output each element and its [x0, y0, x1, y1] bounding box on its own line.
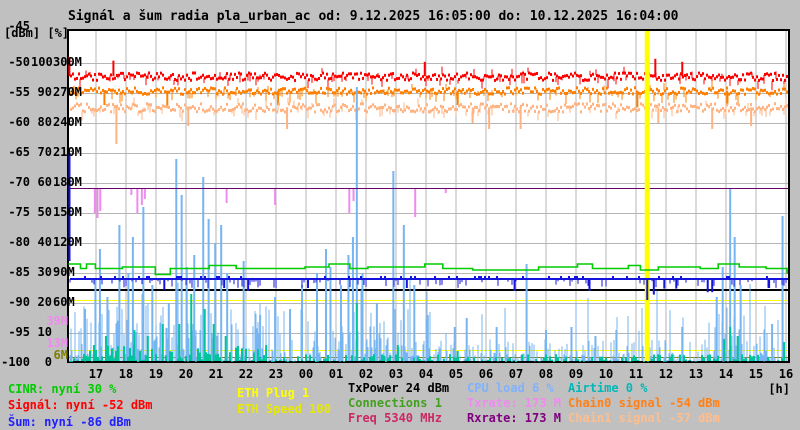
axis-label-pct: 70 — [37, 145, 52, 159]
x-axis-hour-label: 20 — [178, 367, 194, 381]
axis-label-dbm: -60 — [8, 115, 30, 129]
legend-cpu: CPU load 6 % — [467, 381, 554, 395]
x-axis-hour-label: 23 — [268, 367, 284, 381]
axis-label-dbm: -95 — [8, 325, 30, 339]
x-axis-hour-label: 02 — [358, 367, 374, 381]
x-axis-hour-label: 10 — [598, 367, 614, 381]
x-axis-hour-label: 04 — [418, 367, 434, 381]
axis-label-pct: 30 — [37, 265, 52, 279]
legend-cinr: CINR: nyní 30 % — [8, 382, 117, 396]
x-axis-unit: [h] — [768, 382, 790, 396]
axis-label-dbm: -70 — [8, 175, 30, 189]
axis-label-dbm: -80 — [8, 235, 30, 249]
x-axis-hour-label: 09 — [568, 367, 584, 381]
axis-label-mbit: 240M — [53, 115, 82, 129]
x-axis-hour-label: 13 — [688, 367, 704, 381]
axis-label-mbit: 180M — [53, 175, 82, 189]
axis-label-pct: 40 — [37, 235, 52, 249]
axis-label-pct: 0 — [44, 355, 52, 369]
chart-title: Signál a šum radia pla_urban_ac od: 9.12… — [68, 9, 679, 24]
axis-label-top-dbm: -45 — [8, 19, 30, 33]
x-axis-hour-label: 00 — [298, 367, 314, 381]
x-axis-hour-label: 22 — [238, 367, 254, 381]
axis-label-dbm: -100 — [1, 355, 30, 369]
axis-label-pct: 90 — [37, 85, 52, 99]
x-axis-hour-label: 21 — [208, 367, 224, 381]
legend-chain1: Chain1 signal -57 dBm — [568, 411, 720, 425]
axis-label-mbit: 300M — [53, 55, 82, 69]
axis-label-pct: 50 — [37, 205, 52, 219]
x-axis-hour-label: 14 — [718, 367, 734, 381]
axis-mark-13M: 13M — [46, 336, 68, 350]
legend-txpower: TxPower 24 dBm — [348, 381, 450, 395]
x-axis-hour-label: 05 — [448, 367, 464, 381]
axis-label-mbit: 270M — [53, 85, 82, 99]
axis-label-dbm: -90 — [8, 295, 30, 309]
x-axis-hour-label: 08 — [538, 367, 554, 381]
axis-label-pct: 80 — [37, 115, 52, 129]
x-axis-hour-label: 03 — [388, 367, 404, 381]
x-axis-hour-label: 12 — [658, 367, 674, 381]
x-axis-hour-label: 06 — [478, 367, 494, 381]
legend-connections: Connections 1 — [348, 396, 442, 410]
x-axis-hour-label: 17 — [88, 367, 104, 381]
axis-label-mbit: 60M — [53, 295, 75, 309]
x-axis-hour-label: 19 — [148, 367, 164, 381]
legend-eth_speed: ETH Speed 100 — [237, 402, 331, 416]
axis-label-mbit: 120M — [53, 235, 82, 249]
legend-noise: Šum: nyní -86 dBm — [8, 415, 131, 429]
x-axis-hour-label: 01 — [328, 367, 344, 381]
legend-freq: Freq 5340 MHz — [348, 411, 442, 425]
axis-mark-6M: 6M — [53, 348, 68, 362]
axis-label-dbm: -75 — [8, 205, 30, 219]
x-axis-hour-label: 16 — [778, 367, 794, 381]
axis-mark-39M: 39M — [46, 314, 68, 328]
axis-label-pct: 60 — [37, 175, 52, 189]
x-axis-hour-label: 18 — [118, 367, 134, 381]
legend-airtime: Airtime 0 % — [568, 381, 648, 395]
axis-unit-header: [dBm] [%] — [4, 26, 70, 40]
axis-label-dbm: -50 — [8, 55, 30, 69]
axis-label-dbm: -65 — [8, 145, 30, 159]
axis-label-mbit: 150M — [53, 205, 82, 219]
axis-label-pct: 100 — [31, 55, 53, 69]
x-axis-hour-label: 11 — [628, 367, 644, 381]
axis-label-mbit: 90M — [53, 265, 75, 279]
axis-label-dbm: -55 — [8, 85, 30, 99]
legend-txrate: Txrate: 173 M — [467, 396, 561, 410]
legend-rxrate: Rxrate: 173 M — [467, 411, 561, 425]
legend-signal: Signál: nyní -52 dBm — [8, 398, 153, 412]
x-axis-hour-label: 07 — [508, 367, 524, 381]
x-axis-hour-label: 15 — [748, 367, 764, 381]
axis-label-dbm: -85 — [8, 265, 30, 279]
axis-label-pct: 10 — [37, 325, 52, 339]
legend-eth_plug: ETH Plug 1 — [237, 386, 310, 400]
axis-label-pct: 20 — [37, 295, 52, 309]
axis-label-mbit: 210M — [53, 145, 82, 159]
legend-chain0: Chain0 signal -54 dBm — [568, 396, 720, 410]
